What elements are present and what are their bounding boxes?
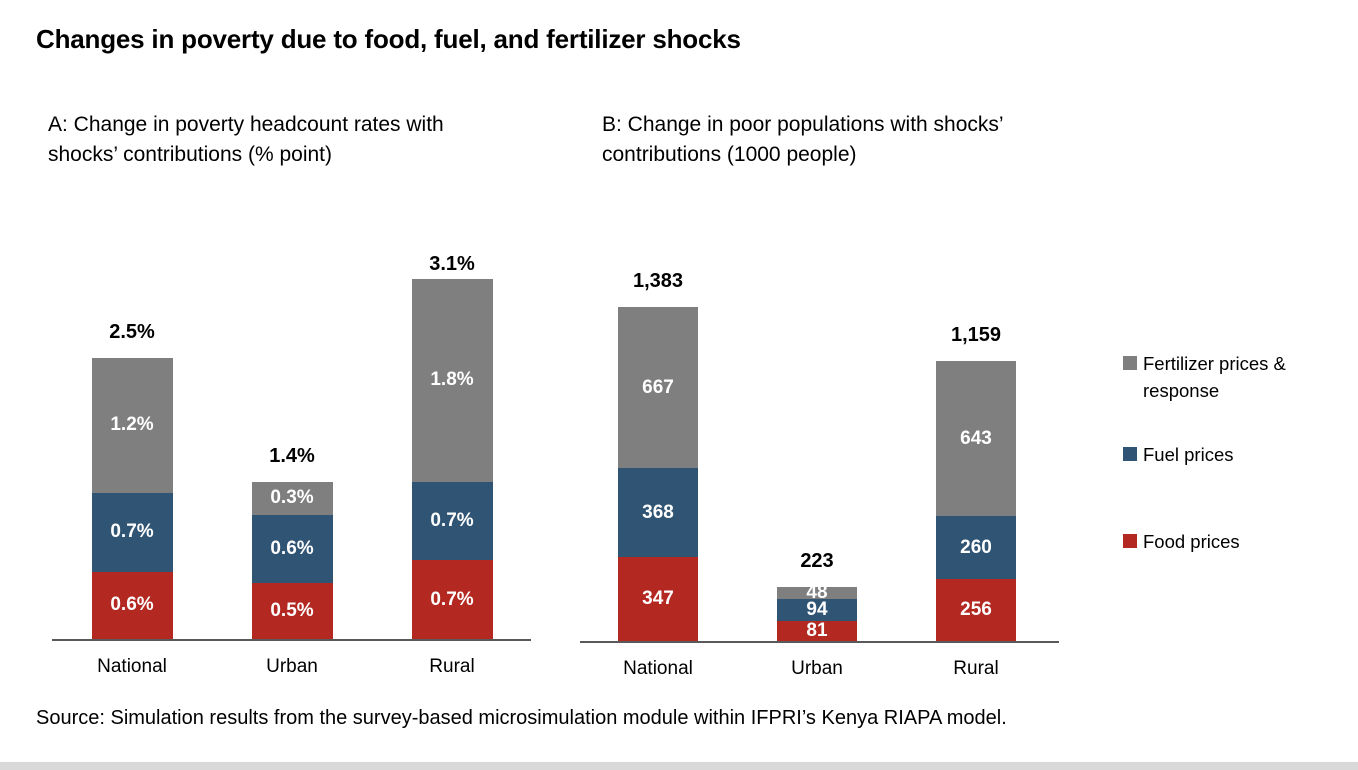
bar-segment-label: 347 xyxy=(642,588,674,610)
bar-segment xyxy=(251,582,333,639)
panel-b-title: B: Change in poor populations with shock… xyxy=(602,113,1003,166)
legend-label: Fuel prices xyxy=(1143,444,1234,465)
bar-segment-label: 1.2% xyxy=(110,414,154,436)
bar-segment-label: 667 xyxy=(642,376,674,398)
bar-segment-label: 0.7% xyxy=(430,588,474,610)
legend-item-food: Food prices xyxy=(1123,528,1321,555)
bar-segment xyxy=(251,515,333,583)
bar-segment xyxy=(777,621,857,641)
bar-segment-label: 48 xyxy=(806,581,828,603)
bar-segment-label: 0.3% xyxy=(270,487,314,509)
bar-segment-label: 0.5% xyxy=(270,599,314,621)
bar-segment-label: 0.6% xyxy=(110,594,154,616)
fuel-swatch-icon xyxy=(1123,447,1137,461)
bar-segment xyxy=(411,481,493,561)
legend-item-fuel: Fuel prices xyxy=(1123,441,1321,468)
x-axis-category-label: Urban xyxy=(791,658,843,679)
window-edge xyxy=(0,762,1358,770)
bar-total-label: 3.1% xyxy=(429,253,475,276)
bar-segment-label: 94 xyxy=(806,599,828,621)
panel-a-title: A: Change in poverty headcount rates wit… xyxy=(48,113,444,166)
bar-total-label: 1.4% xyxy=(269,444,315,467)
bar-segment xyxy=(618,468,698,558)
bar-segment-label: 260 xyxy=(960,536,992,558)
bar-segment xyxy=(618,557,698,641)
bar-segment-label: 256 xyxy=(960,599,992,621)
bar-total-label: 1,383 xyxy=(632,270,684,292)
bar-segment-label: 643 xyxy=(960,427,992,449)
bar-segment xyxy=(411,279,493,482)
source-note: Source: Simulation results from the surv… xyxy=(36,707,1007,729)
bar-total-label: 223 xyxy=(800,550,834,573)
bar-total-label: 1,159 xyxy=(950,324,1002,347)
bar-segment xyxy=(936,361,1016,517)
bar-segment-label: 0.6% xyxy=(270,538,314,559)
fertilizer-swatch-icon xyxy=(1123,356,1137,370)
legend-label: Fertilizer prices & response xyxy=(1143,353,1286,401)
food-swatch-icon xyxy=(1123,534,1137,548)
bar-segment xyxy=(91,357,173,493)
x-axis-line xyxy=(580,641,1059,643)
x-axis-category-label: National xyxy=(97,656,167,677)
bar-segment-label: 368 xyxy=(642,501,674,523)
bar-segment xyxy=(251,481,333,516)
bar-segment-label: 1.8% xyxy=(430,369,474,391)
bar-segment-label: 0.7% xyxy=(430,509,474,531)
bar-segment-label: 81 xyxy=(806,620,828,642)
bar-segment xyxy=(936,579,1016,641)
bar-segment xyxy=(936,516,1016,580)
figure-title: Changes in poverty due to food, fuel, an… xyxy=(36,24,741,54)
bar-segment-label: 0.7% xyxy=(110,521,154,543)
bar-segment xyxy=(618,307,698,469)
x-axis-line xyxy=(52,639,531,641)
x-axis-category-label: National xyxy=(623,658,693,679)
bar-segment xyxy=(777,587,857,599)
x-axis-category-label: Rural xyxy=(953,658,999,679)
bar-segment xyxy=(91,492,173,572)
bar-segment xyxy=(777,598,857,622)
legend-label: Food prices xyxy=(1143,531,1240,552)
bar-total-label: 2.5% xyxy=(109,320,155,343)
x-axis-category-label: Rural xyxy=(429,656,475,677)
x-axis-category-label: Urban xyxy=(266,656,318,677)
bar-segment xyxy=(91,571,173,639)
bar-segment xyxy=(411,560,493,639)
legend-item-fertilizer: Fertilizer prices & response xyxy=(1123,350,1321,404)
